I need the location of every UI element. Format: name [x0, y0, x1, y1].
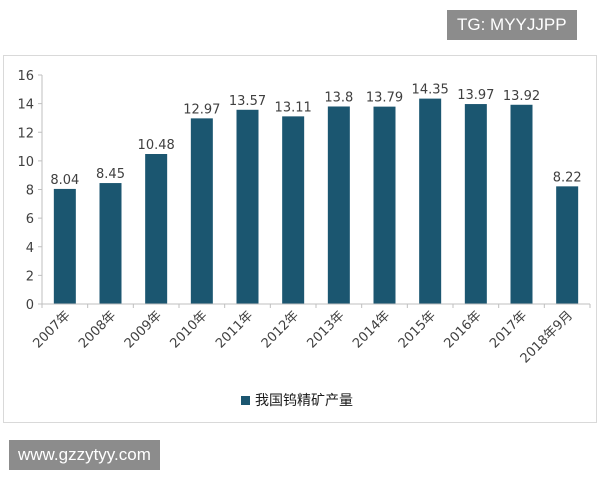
y-tick-label: 0: [26, 298, 34, 313]
x-tick-label: 2010年: [167, 308, 210, 351]
y-axis: 0 2 4 6 8 10 12 14 16: [17, 69, 43, 313]
bar: [556, 186, 579, 304]
data-label: 13.57: [229, 94, 266, 109]
x-tick-label: 2007年: [30, 308, 73, 351]
data-label: 14.35: [412, 83, 449, 98]
y-tick-label: 4: [26, 241, 34, 256]
x-tick-label: 2012年: [259, 308, 302, 351]
watermark-bottom: www.gzzytyy.com: [9, 440, 160, 470]
x-tick-label: 2009年: [122, 308, 165, 351]
x-tick-label: 2011年: [213, 308, 256, 351]
bars: [53, 98, 579, 305]
bar: [145, 154, 168, 304]
data-label: 13.11: [275, 100, 312, 115]
legend: 我国钨精矿产量: [241, 393, 353, 409]
x-tick-label: 2017年: [487, 308, 530, 351]
bar: [53, 188, 76, 304]
y-tick-label: 12: [17, 126, 34, 141]
data-label: 13.92: [503, 89, 540, 104]
x-tick-label: 2015年: [396, 308, 439, 351]
bar: [99, 183, 122, 304]
y-tick-label: 6: [26, 212, 34, 227]
bar: [464, 104, 487, 304]
bar: [419, 98, 442, 304]
data-label: 8.04: [50, 173, 79, 188]
bar: [190, 118, 213, 304]
y-tick-label: 8: [26, 184, 34, 199]
bar: [282, 116, 305, 304]
x-tick-label: 2008年: [76, 308, 119, 351]
y-tick-label: 2: [26, 269, 34, 284]
data-label: 13.79: [366, 91, 403, 106]
data-label: 13.97: [457, 88, 494, 103]
bar: [327, 106, 350, 304]
y-tick-label: 16: [17, 69, 34, 84]
data-labels: 8.04 8.45 10.48 12.97 13.57 13.11 13.8 13.79 14.…: [50, 83, 581, 188]
y-tick-label: 14: [17, 98, 34, 113]
x-tick-label: 2014年: [350, 308, 393, 351]
watermark-top: TG: MYYJJPP: [447, 10, 577, 40]
bar: [510, 104, 533, 305]
legend-label: 我国钨精矿产量: [255, 393, 353, 409]
bar: [373, 106, 396, 305]
data-label: 13.8: [324, 90, 353, 105]
data-label: 8.45: [96, 167, 125, 182]
data-label: 8.22: [553, 170, 582, 185]
data-label: 12.97: [183, 102, 220, 117]
x-axis: 2007年 2008年 2009年 2010年 2011年 2012年 2013年 2014年…: [30, 303, 591, 366]
y-tick-label: 10: [17, 155, 34, 170]
legend-swatch: [241, 396, 250, 405]
x-tick-label: 2016年: [441, 308, 484, 351]
bar: [236, 109, 259, 304]
x-tick-label: 2013年: [304, 308, 347, 351]
data-label: 10.48: [138, 138, 175, 153]
